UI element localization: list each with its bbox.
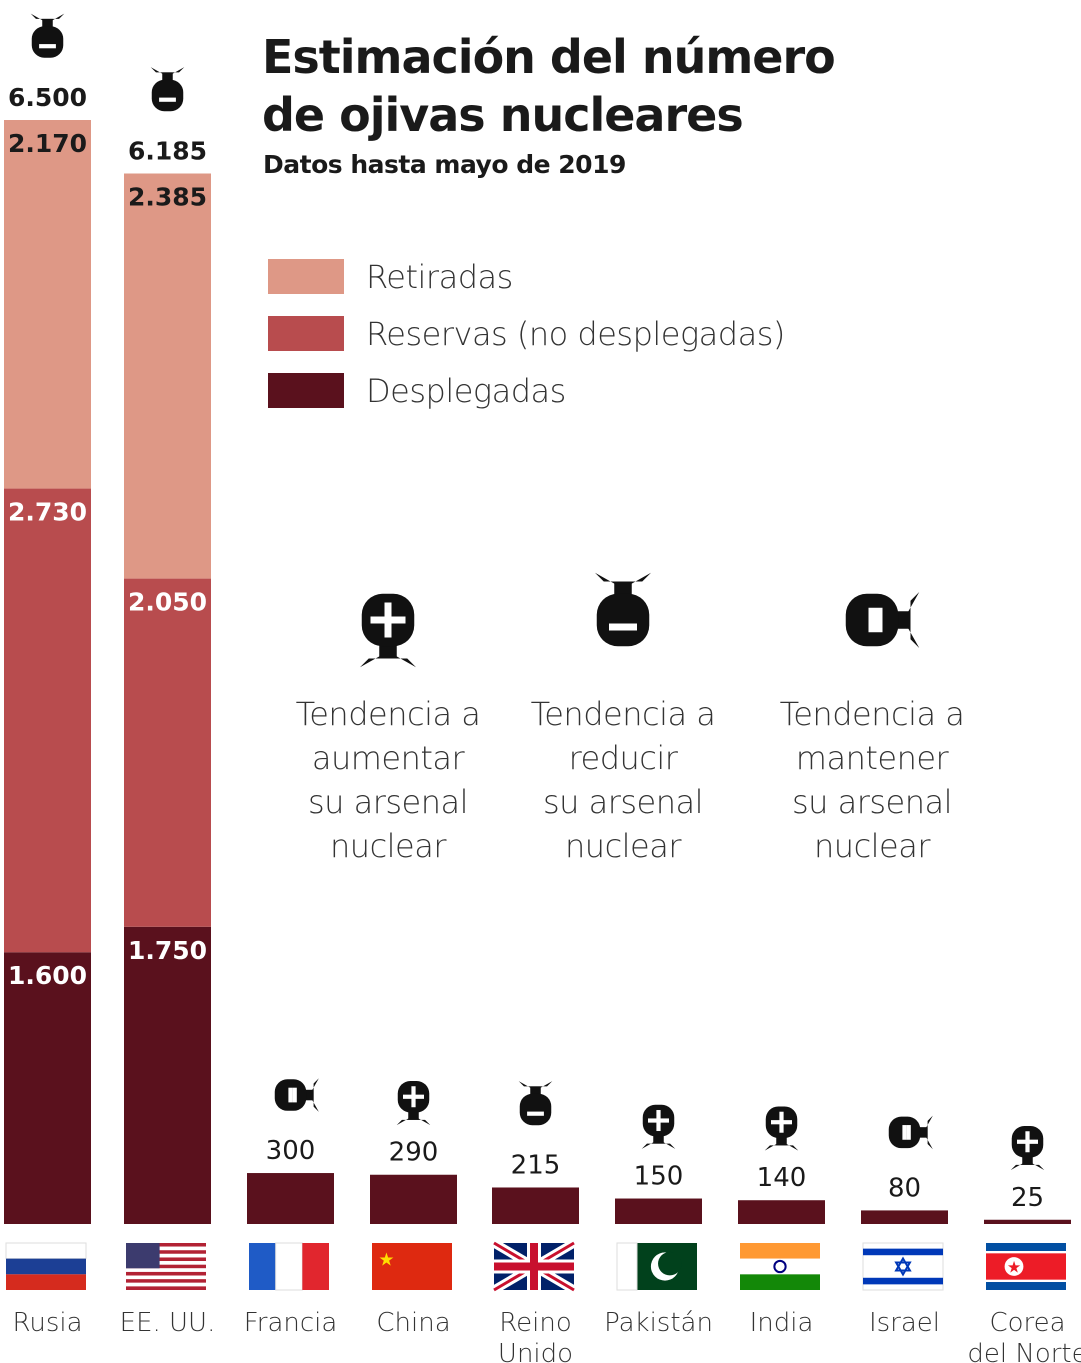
legend: Retiradas Reservas (no desplegadas) Desp…	[268, 248, 785, 419]
total-value-label: 150	[634, 1162, 684, 1192]
country-label: Pakistán	[604, 1308, 713, 1338]
flag-china-icon: ★	[372, 1243, 452, 1290]
bar	[738, 1200, 825, 1224]
bomb-sideways-icon	[845, 592, 920, 648]
bar-segment	[4, 120, 91, 489]
bomb-down-icon	[595, 572, 651, 647]
trend-key-increase: Tendencia a aumentar su arsenal nuclear	[268, 570, 508, 868]
country-label: EE. UU.	[120, 1308, 216, 1338]
flag-france-icon	[249, 1242, 329, 1291]
bar-segment	[124, 578, 211, 927]
country-label: India	[750, 1308, 814, 1338]
legend-swatch-retiradas	[268, 259, 344, 294]
segment-value-label: 2.170	[8, 129, 87, 158]
bar-segment	[124, 173, 211, 579]
chart-title: Estimación del número de ojivas nucleare…	[262, 30, 836, 142]
legend-item-desplegadas: Desplegadas	[268, 362, 785, 419]
bar-segment	[124, 926, 211, 1224]
legend-swatch-desplegadas	[268, 373, 344, 408]
flag-russia-icon	[5, 1242, 87, 1290]
trend-label-increase: Tendencia a aumentar su arsenal nuclear	[295, 695, 481, 865]
total-value-label: 215	[511, 1150, 561, 1180]
bar	[247, 1173, 334, 1224]
flag-israel-icon	[862, 1242, 944, 1291]
flag-pakistan-icon	[616, 1242, 697, 1291]
bomb-up-icon	[641, 1104, 676, 1149]
legend-item-reservas: Reservas (no desplegadas)	[268, 305, 785, 362]
bar	[492, 1187, 579, 1224]
bomb-up-icon	[360, 593, 416, 668]
total-value-label: 80	[888, 1173, 921, 1203]
legend-swatch-reservas	[268, 316, 344, 351]
bar-segment	[4, 952, 91, 1224]
bomb-sideways-icon	[274, 1078, 319, 1112]
country-label: Francia	[244, 1308, 338, 1338]
country-label: Rusia	[12, 1308, 82, 1338]
trend-label-decrease: Tendencia a reducir su arsenal nuclear	[530, 695, 716, 865]
total-value-label: 6.185	[128, 137, 207, 166]
trend-key-maintain: Tendencia a mantener su arsenal nuclear	[752, 570, 992, 868]
bomb-down-icon	[518, 1081, 553, 1126]
bomb-sideways-icon	[845, 592, 920, 648]
trend-key-decrease: Tendencia a reducir su arsenal nuclear	[503, 570, 743, 868]
legend-label-reservas: Reservas (no desplegadas)	[366, 314, 785, 353]
legend-label-desplegadas: Desplegadas	[366, 371, 566, 410]
svg-text:★: ★	[378, 1250, 394, 1271]
country-label: Corea del Norte	[967, 1308, 1081, 1363]
bar-segment	[4, 488, 91, 953]
bar	[615, 1198, 702, 1224]
total-value-label: 6.500	[8, 83, 87, 112]
bar	[370, 1174, 457, 1224]
segment-value-label: 2.730	[8, 498, 87, 527]
country-label: China	[376, 1308, 450, 1338]
flag-uk-icon	[491, 1239, 577, 1294]
bomb-up-icon	[396, 1080, 431, 1126]
total-value-label: 25	[1011, 1183, 1044, 1213]
flag-india-icon	[740, 1243, 820, 1290]
trend-label-maintain: Tendencia a mantener su arsenal nuclear	[779, 695, 965, 865]
svg-text:★: ★	[1007, 1258, 1021, 1277]
total-value-label: 300	[266, 1136, 316, 1166]
bar	[861, 1210, 948, 1224]
total-value-label: 140	[757, 1163, 807, 1193]
segment-value-label: 1.750	[128, 936, 207, 965]
country-label: Reino Unido	[498, 1308, 573, 1363]
bomb-down-icon	[30, 13, 65, 58]
bar	[984, 1219, 1071, 1224]
segment-value-label: 2.385	[128, 183, 207, 212]
bomb-down-icon	[595, 572, 651, 647]
legend-label-retiradas: Retiradas	[366, 257, 513, 296]
bomb-up-icon	[1010, 1126, 1045, 1171]
total-value-label: 290	[389, 1138, 439, 1168]
bomb-down-icon	[150, 67, 185, 112]
bomb-up-icon	[764, 1106, 799, 1151]
bomb-sideways-icon	[888, 1115, 933, 1150]
legend-item-retiradas: Retiradas	[268, 248, 785, 305]
flag-north-korea-icon: ★	[986, 1243, 1066, 1290]
flag-usa-icon	[126, 1243, 206, 1290]
chart-subtitle: Datos hasta mayo de 2019	[263, 150, 626, 179]
country-label: Israel	[869, 1308, 940, 1338]
segment-value-label: 2.050	[128, 588, 207, 617]
segment-value-label: 1.600	[8, 961, 87, 990]
bomb-up-icon	[360, 593, 416, 668]
